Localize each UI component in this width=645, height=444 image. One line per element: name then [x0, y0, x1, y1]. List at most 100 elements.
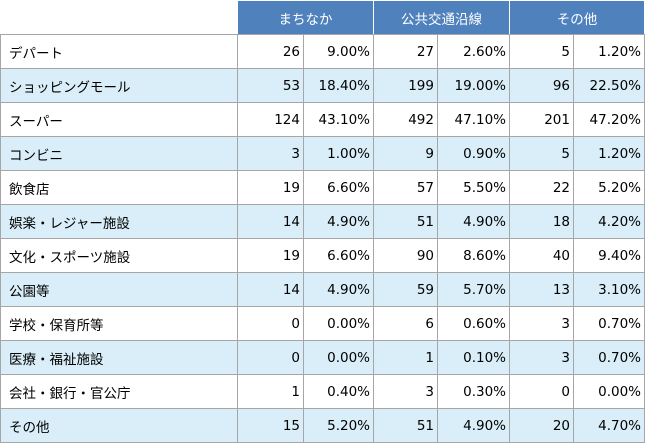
category-cell: デパート — [0, 34, 238, 69]
machinaka-count-cell: 19 — [237, 170, 304, 205]
transit-percent-cell: 0.10% — [437, 340, 510, 375]
machinaka-count-cell: 3 — [237, 136, 304, 171]
other-count-cell: 13 — [509, 272, 574, 307]
transit-percent-cell: 47.10% — [437, 102, 510, 137]
other-count-cell: 3 — [509, 340, 574, 375]
machinaka-percent-cell: 9.00% — [303, 34, 374, 69]
category-cell: 公園等 — [0, 272, 238, 307]
transit-count-cell: 57 — [373, 170, 438, 205]
transit-percent-cell: 8.60% — [437, 238, 510, 273]
transit-count-cell: 51 — [373, 408, 438, 443]
transit-count-cell: 90 — [373, 238, 438, 273]
header-row: まちなか 公共交通沿線 その他 — [0, 0, 645, 35]
other-percent-cell: 47.20% — [573, 102, 645, 137]
header-group-other: その他 — [509, 0, 645, 35]
machinaka-percent-cell: 43.10% — [303, 102, 374, 137]
transit-count-cell: 51 — [373, 204, 438, 239]
machinaka-count-cell: 14 — [237, 204, 304, 239]
machinaka-count-cell: 14 — [237, 272, 304, 307]
category-cell: コンビニ — [0, 136, 238, 171]
machinaka-percent-cell: 18.40% — [303, 68, 374, 103]
other-count-cell: 3 — [509, 306, 574, 341]
category-cell: 娯楽・レジャー施設 — [0, 204, 238, 239]
category-cell: スーパー — [0, 102, 238, 137]
category-cell: 医療・福祉施設 — [0, 340, 238, 375]
machinaka-count-cell: 1 — [237, 374, 304, 409]
other-percent-cell: 0.00% — [573, 374, 645, 409]
header-group-transit: 公共交通沿線 — [373, 0, 510, 35]
table-row: スーパー 124 43.10% 492 47.10% 201 47.20% — [0, 102, 645, 137]
table-row: コンビニ 3 1.00% 9 0.90% 5 1.20% — [0, 136, 645, 171]
transit-count-cell: 27 — [373, 34, 438, 69]
table-row: 医療・福祉施設 0 0.00% 1 0.10% 3 0.70% — [0, 340, 645, 375]
machinaka-count-cell: 0 — [237, 340, 304, 375]
table-body: デパート 26 9.00% 27 2.60% 5 1.20% ショッピングモール 53 18.40… — [0, 34, 645, 443]
other-count-cell: 18 — [509, 204, 574, 239]
transit-percent-cell: 4.90% — [437, 408, 510, 443]
other-count-cell: 40 — [509, 238, 574, 273]
machinaka-count-cell: 0 — [237, 306, 304, 341]
transit-percent-cell: 0.60% — [437, 306, 510, 341]
machinaka-percent-cell: 6.60% — [303, 238, 374, 273]
other-percent-cell: 22.50% — [573, 68, 645, 103]
other-count-cell: 22 — [509, 170, 574, 205]
machinaka-count-cell: 15 — [237, 408, 304, 443]
other-percent-cell: 4.70% — [573, 408, 645, 443]
transit-percent-cell: 19.00% — [437, 68, 510, 103]
transit-percent-cell: 0.90% — [437, 136, 510, 171]
transit-percent-cell: 4.90% — [437, 204, 510, 239]
machinaka-count-cell: 26 — [237, 34, 304, 69]
transit-percent-cell: 5.70% — [437, 272, 510, 307]
machinaka-count-cell: 53 — [237, 68, 304, 103]
other-count-cell: 0 — [509, 374, 574, 409]
other-percent-cell: 0.70% — [573, 306, 645, 341]
transit-count-cell: 9 — [373, 136, 438, 171]
other-count-cell: 5 — [509, 34, 574, 69]
header-blank-cell — [0, 0, 238, 35]
transit-count-cell: 3 — [373, 374, 438, 409]
table-row: デパート 26 9.00% 27 2.60% 5 1.20% — [0, 34, 645, 69]
machinaka-percent-cell: 1.00% — [303, 136, 374, 171]
category-cell: ショッピングモール — [0, 68, 238, 103]
transit-count-cell: 199 — [373, 68, 438, 103]
table-row: その他 15 5.20% 51 4.90% 20 4.70% — [0, 408, 645, 443]
machinaka-percent-cell: 0.00% — [303, 306, 374, 341]
category-cell: その他 — [0, 408, 238, 443]
other-percent-cell: 5.20% — [573, 170, 645, 205]
category-cell: 文化・スポーツ施設 — [0, 238, 238, 273]
transit-count-cell: 1 — [373, 340, 438, 375]
machinaka-percent-cell: 0.40% — [303, 374, 374, 409]
other-count-cell: 96 — [509, 68, 574, 103]
transit-count-cell: 492 — [373, 102, 438, 137]
table-row: ショッピングモール 53 18.40% 199 19.00% 96 22.50% — [0, 68, 645, 103]
transit-percent-cell: 0.30% — [437, 374, 510, 409]
machinaka-percent-cell: 4.90% — [303, 204, 374, 239]
machinaka-percent-cell: 4.90% — [303, 272, 374, 307]
transit-count-cell: 59 — [373, 272, 438, 307]
header-group-machinaka: まちなか — [237, 0, 374, 35]
table-row: 飲食店 19 6.60% 57 5.50% 22 5.20% — [0, 170, 645, 205]
transit-percent-cell: 2.60% — [437, 34, 510, 69]
category-cell: 会社・銀行・官公庁 — [0, 374, 238, 409]
other-count-cell: 201 — [509, 102, 574, 137]
table-row: 文化・スポーツ施設 19 6.60% 90 8.60% 40 9.40% — [0, 238, 645, 273]
category-cell: 飲食店 — [0, 170, 238, 205]
table-row: 会社・銀行・官公庁 1 0.40% 3 0.30% 0 0.00% — [0, 374, 645, 409]
table-row: 娯楽・レジャー施設 14 4.90% 51 4.90% 18 4.20% — [0, 204, 645, 239]
other-percent-cell: 1.20% — [573, 34, 645, 69]
table-row: 公園等 14 4.90% 59 5.70% 13 3.10% — [0, 272, 645, 307]
other-percent-cell: 4.20% — [573, 204, 645, 239]
other-count-cell: 5 — [509, 136, 574, 171]
machinaka-count-cell: 124 — [237, 102, 304, 137]
other-percent-cell: 3.10% — [573, 272, 645, 307]
other-percent-cell: 1.20% — [573, 136, 645, 171]
transit-count-cell: 6 — [373, 306, 438, 341]
other-percent-cell: 9.40% — [573, 238, 645, 273]
transit-percent-cell: 5.50% — [437, 170, 510, 205]
category-cell: 学校・保育所等 — [0, 306, 238, 341]
machinaka-percent-cell: 0.00% — [303, 340, 374, 375]
machinaka-count-cell: 19 — [237, 238, 304, 273]
table-row: 学校・保育所等 0 0.00% 6 0.60% 3 0.70% — [0, 306, 645, 341]
other-percent-cell: 0.70% — [573, 340, 645, 375]
